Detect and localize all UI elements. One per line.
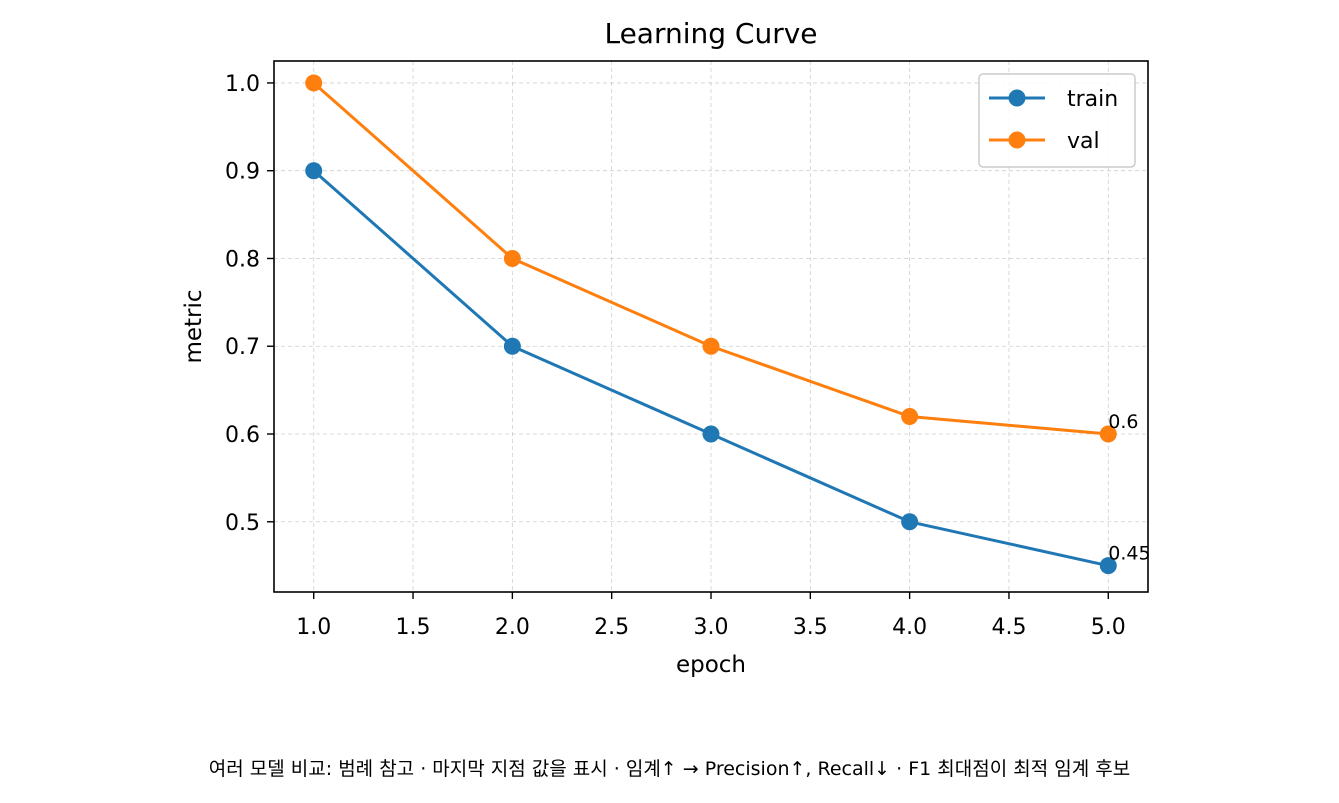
x-tick-label: 2.0	[495, 615, 530, 640]
y-tick-label: 0.7	[225, 335, 260, 360]
legend-marker-val	[1008, 131, 1026, 149]
data-point-train	[1099, 557, 1117, 575]
data-points	[305, 74, 1117, 575]
x-tick-label: 3.0	[694, 615, 729, 640]
data-point-val	[1099, 425, 1117, 443]
point-annotations: 0.6 0.45	[1108, 411, 1150, 565]
x-tick-label: 4.0	[892, 615, 927, 640]
x-axis-label: epoch	[676, 652, 746, 678]
data-point-train	[503, 337, 521, 355]
value-annotation-train: 0.45	[1108, 543, 1150, 565]
data-point-train	[702, 425, 720, 443]
x-tick-label: 3.5	[793, 615, 828, 640]
data-point-val	[503, 249, 521, 267]
value-annotation-val: 0.6	[1108, 411, 1138, 433]
y-axis-ticks: 0.5 0.6 0.7 0.8 0.9 1.0	[225, 72, 274, 536]
y-tick-label: 0.6	[225, 423, 260, 448]
figure-caption: 여러 모델 비교: 범례 참고 · 마지막 지점 값을 표시 · 임계↑ → P…	[208, 758, 1131, 780]
y-tick-label: 0.9	[225, 160, 260, 185]
legend-marker-train	[1008, 89, 1026, 107]
data-point-val	[901, 407, 919, 425]
x-axis-ticks: 1.0 1.5 2.0 2.5 3.0 3.5 4.0 4.5 5.0	[296, 592, 1126, 640]
x-tick-label: 1.0	[296, 615, 331, 640]
x-tick-label: 1.5	[396, 615, 431, 640]
y-tick-label: 0.5	[225, 511, 260, 536]
y-tick-label: 0.8	[225, 247, 260, 272]
legend-label-val: val	[1067, 129, 1100, 154]
x-tick-label: 2.5	[594, 615, 629, 640]
legend: train val	[978, 73, 1136, 168]
x-tick-label: 5.0	[1091, 615, 1126, 640]
data-point-val	[305, 74, 323, 92]
data-point-train	[901, 513, 919, 531]
data-point-val	[702, 337, 720, 355]
data-point-train	[305, 162, 323, 180]
y-axis-label: metric	[181, 289, 207, 363]
chart-title: Learning Curve	[604, 17, 817, 50]
x-tick-label: 4.5	[991, 615, 1026, 640]
y-tick-label: 1.0	[225, 72, 260, 97]
legend-label-train: train	[1067, 87, 1118, 112]
